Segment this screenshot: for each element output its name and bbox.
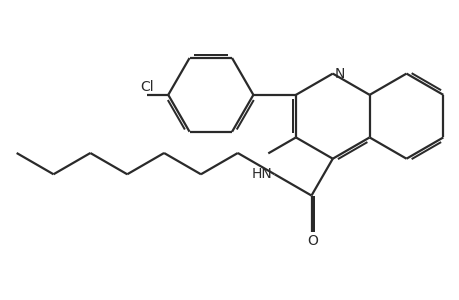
Text: O: O [307,234,318,248]
Text: HN: HN [251,167,271,181]
Text: Cl: Cl [140,80,153,94]
Text: N: N [334,67,344,81]
